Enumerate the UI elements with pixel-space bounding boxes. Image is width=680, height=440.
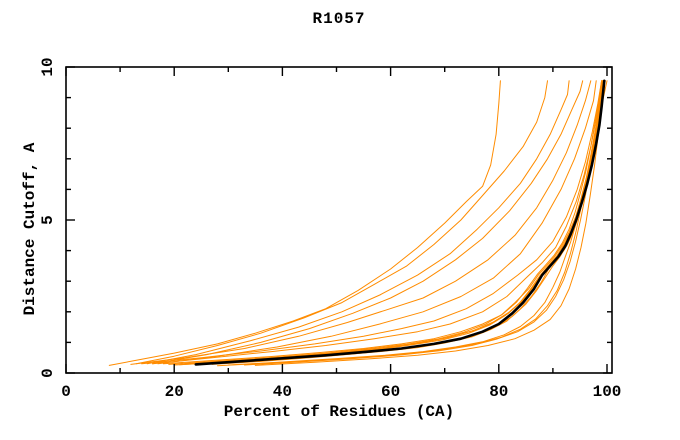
prediction-curve-model-04 [152, 80, 584, 365]
prediction-curve-model-02 [135, 80, 548, 365]
prediction-curve-model-06 [157, 80, 597, 365]
y-tick-label: 0 [39, 368, 57, 378]
prediction-curve-model-05 [130, 80, 592, 365]
prediction-curve-model-09 [173, 80, 604, 366]
x-tick-label: 40 [273, 383, 292, 401]
y-tick-label: 5 [39, 215, 57, 225]
prediction-curve-model-03 [146, 80, 570, 365]
x-tick-label: 60 [381, 383, 400, 401]
prediction-curve-model-14 [184, 80, 604, 365]
prediction-curve-model-11 [211, 80, 605, 365]
y-tick-label: 10 [39, 57, 57, 76]
y-axis-title: Distance Cutoff, A [21, 142, 39, 316]
x-tick-label: 0 [61, 383, 71, 401]
x-tick-label: 20 [165, 383, 184, 401]
prediction-curve-model-12 [227, 80, 606, 366]
prediction-curve-model-07 [141, 80, 603, 365]
prediction-curve-model-01 [108, 80, 501, 366]
best-model-curve [194, 79, 606, 366]
prediction-curve-model-17 [179, 80, 604, 366]
x-axis-title: Percent of Residues (CA) [223, 403, 455, 421]
plot-frame [65, 66, 613, 374]
prediction-curve-model-19 [244, 80, 606, 366]
page-title: R1057 [312, 10, 366, 28]
prediction-curve-model-18 [168, 80, 603, 365]
x-tick-label: 80 [489, 383, 508, 401]
prediction-curve-model-13 [254, 80, 608, 366]
x-tick-label: 100 [593, 383, 622, 401]
